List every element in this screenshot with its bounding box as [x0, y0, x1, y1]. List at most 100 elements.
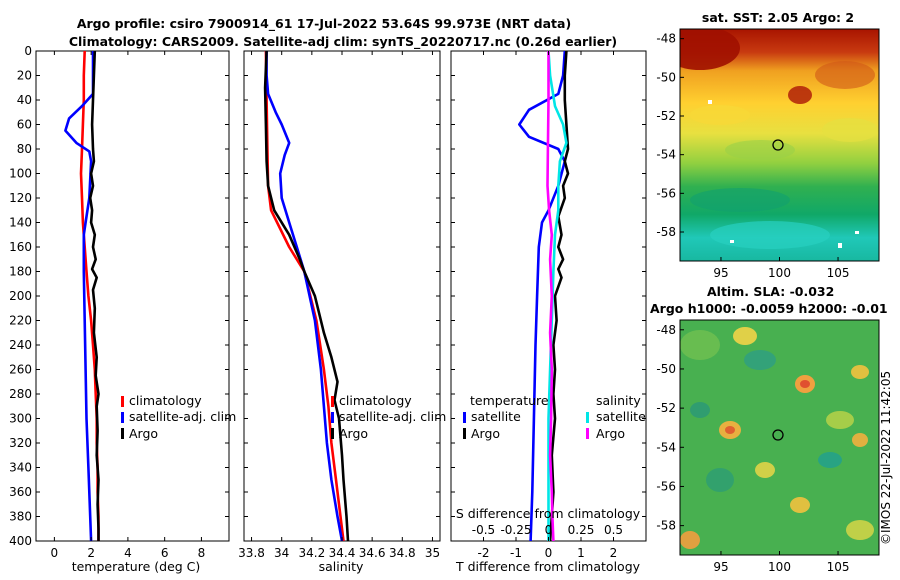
sst-ytick-label: -48: [656, 32, 676, 46]
temperature-xtick-label: 6: [161, 546, 169, 560]
salinity-series-climatology: [264, 51, 345, 541]
sst-ytick-label: -54: [656, 148, 676, 162]
depth-ytick-label: 0: [24, 44, 32, 58]
salinity-series-argo: [263, 51, 350, 541]
salinity-xtick-label: 34.4: [329, 546, 356, 560]
legend-title-salinity: salinity: [596, 393, 641, 408]
temperature-xtick-label: 4: [124, 546, 132, 560]
depth-ytick-label: 220: [9, 314, 32, 328]
difference-xlabel: T difference from climatology: [455, 559, 641, 574]
difference-xtick-label: -2: [478, 546, 490, 560]
salinity-xtick-label: 34.8: [389, 546, 416, 560]
depth-ytick-label: 400: [9, 534, 32, 548]
sst-ytick-label: -52: [656, 109, 676, 123]
sla-map-title-line2: Argo h1000: -0.0059 h2000: -0.01: [650, 301, 888, 316]
temperature-series-argo: [88, 51, 100, 541]
depth-ytick-label: 180: [9, 265, 32, 279]
legend-label-satellite: satellite-adj. clim: [129, 409, 236, 424]
difference-salinity-legend: salinity satellite Argo: [586, 393, 646, 441]
legend-label-s-satellite: satellite: [596, 409, 646, 424]
difference-temperature-legend: temperature satellite Argo: [463, 393, 549, 441]
depth-ytick-label: 300: [9, 412, 32, 426]
difference-top-xtick-label: -0.5: [472, 523, 495, 537]
sst-xtick-label: 95: [713, 266, 728, 280]
difference-xtick-label: -1: [510, 546, 522, 560]
depth-ytick-label: 200: [9, 289, 32, 303]
legend-swatch-climatology: [121, 396, 124, 407]
salinity-xtick-label: 33.8: [238, 546, 265, 560]
temperature-xtick-label: 2: [87, 546, 95, 560]
legend-label-argo: Argo: [339, 426, 368, 441]
difference-series-s-argo: [546, 51, 555, 541]
temperature-series-group: [64, 51, 100, 541]
sla-ytick-label: -56: [656, 479, 676, 493]
tick-group: 0 2 4 6 802040608010012014016018020022024026…: [9, 44, 646, 560]
depth-ytick-label: 320: [9, 436, 32, 450]
depth-ytick-label: 60: [17, 118, 32, 132]
difference-top-xlabel: S difference from climatology: [456, 506, 641, 521]
sla-ytick-label: -50: [656, 362, 676, 376]
depth-ytick-label: 260: [9, 363, 32, 377]
difference-xtick-label: 2: [610, 546, 618, 560]
salinity-xtick-label: 34.6: [359, 546, 386, 560]
salinity-legend: climatology satellite-adj. clim Argo: [331, 393, 446, 441]
legend-swatch-climatology: [331, 396, 334, 407]
sla-ytick-label: -54: [656, 440, 676, 454]
map-tick-group: 95 100 105 -48 -50 -52 -54 -56 -58 95 100 105 -48 -50…: [656, 32, 849, 574]
sst-map-title: sat. SST: 2.05 Argo: 2: [702, 10, 854, 25]
sla-ytick-label: -48: [656, 323, 676, 337]
depth-ytick-label: 240: [9, 338, 32, 352]
sst-ytick-label: -56: [656, 186, 676, 200]
legend-swatch-argo: [331, 428, 334, 439]
difference-series-group: [518, 51, 570, 541]
legend-label-t-argo: Argo: [471, 426, 500, 441]
difference-top-xtick-label: 0.25: [568, 523, 595, 537]
depth-ytick-label: 100: [9, 167, 32, 181]
temperature-legend: climatology satellite-adj. clim Argo: [121, 393, 236, 441]
legend-title-temperature: temperature: [470, 393, 549, 408]
difference-top-xtick-label: 0: [545, 523, 553, 537]
salinity-xtick-label: 34.2: [298, 546, 325, 560]
depth-ytick-label: 340: [9, 461, 32, 475]
salinity-xtick-label: 35: [425, 546, 440, 560]
legend-label-climatology: climatology: [339, 393, 412, 408]
sst-xtick-label: 100: [768, 266, 791, 280]
temperature-xtick-label: 0: [51, 546, 59, 560]
sst-map-image: [680, 29, 879, 261]
depth-ytick-label: 20: [17, 69, 32, 83]
legend-swatch-t-argo: [463, 428, 466, 439]
sla-ytick-label: -58: [656, 519, 676, 533]
salinity-series-group: [263, 51, 350, 541]
sla-xtick-label: 95: [713, 560, 728, 574]
depth-ytick-label: 280: [9, 387, 32, 401]
difference-xtick-label: 0: [545, 546, 553, 560]
depth-ytick-label: 120: [9, 191, 32, 205]
difference-top-xtick-label: 0.5: [604, 523, 623, 537]
difference-series-t-satellite: [518, 51, 567, 541]
legend-swatch-argo: [121, 428, 124, 439]
sla-xtick-label: 100: [768, 560, 791, 574]
difference-xtick-label: 1: [577, 546, 585, 560]
legend-swatch-satellite: [121, 412, 124, 423]
sst-ytick-label: -58: [656, 225, 676, 239]
depth-ytick-label: 360: [9, 485, 32, 499]
depth-ytick-label: 80: [17, 142, 32, 156]
difference-top-xtick-label: -0.25: [500, 523, 531, 537]
difference-series-s-satellite: [547, 51, 568, 541]
legend-swatch-t-satellite: [463, 412, 466, 423]
legend-label-s-argo: Argo: [596, 426, 625, 441]
legend-label-satellite: satellite-adj. clim: [339, 409, 446, 424]
depth-ytick-label: 380: [9, 510, 32, 524]
imos-watermark: ©IMOS 22-Jul-2022 11:42:05: [879, 371, 893, 545]
depth-ytick-label: 160: [9, 240, 32, 254]
salinity-xlabel: salinity: [319, 559, 364, 574]
sla-map-title-line1: Altim. SLA: -0.032: [707, 284, 834, 299]
legend-swatch-s-argo: [586, 428, 589, 439]
temperature-xlabel: temperature (deg C): [72, 559, 201, 574]
depth-ytick-label: 40: [17, 93, 32, 107]
sla-map-image: [680, 320, 879, 555]
legend-swatch-satellite: [331, 412, 334, 423]
legend-label-climatology: climatology: [129, 393, 202, 408]
sla-argo-marker: [772, 429, 784, 441]
